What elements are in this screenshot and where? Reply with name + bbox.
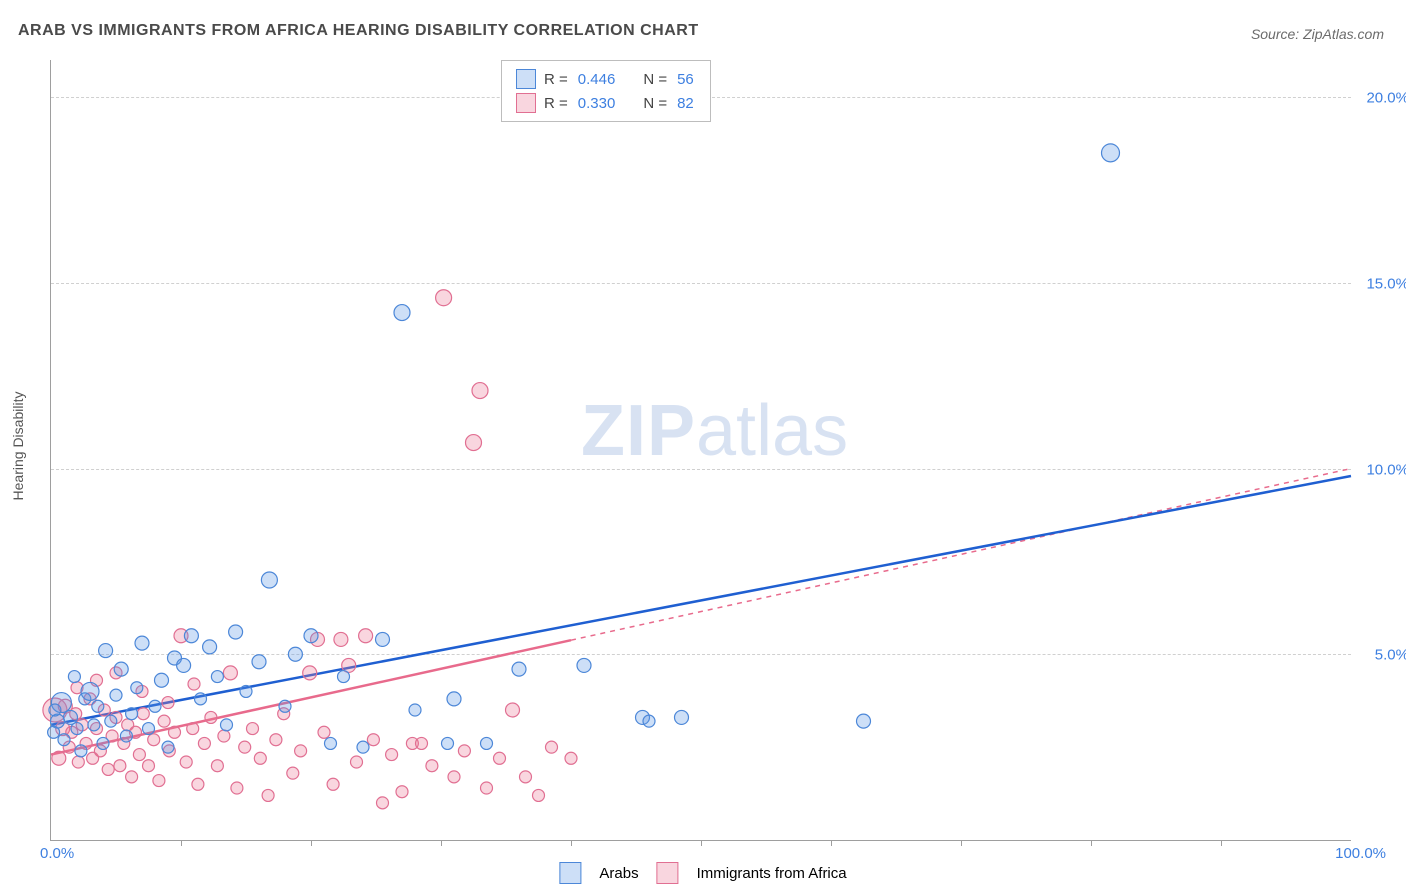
bottom-label-africa: Immigrants from Africa	[697, 865, 847, 882]
bottom-swatch-africa	[657, 862, 679, 884]
legend-r-label-arabs: R =	[544, 71, 568, 88]
legend-swatch-africa	[516, 93, 536, 113]
legend-swatch-arabs	[516, 69, 536, 89]
legend-r-label-africa: R =	[544, 95, 568, 112]
y-axis-label: Hearing Disability	[10, 392, 26, 501]
bottom-label-arabs: Arabs	[599, 865, 638, 882]
legend-n-label-africa: N =	[643, 95, 667, 112]
legend-row-arabs: R = 0.446 N = 56	[516, 67, 696, 91]
source-label: Source: ZipAtlas.com	[1251, 26, 1384, 42]
scatter-points	[51, 60, 1351, 840]
legend-n-value-arabs: 56	[677, 71, 694, 88]
legend-row-africa: R = 0.330 N = 82	[516, 91, 696, 115]
bottom-swatch-arabs	[559, 862, 581, 884]
x-origin-label: 0.0%	[40, 845, 74, 862]
chart-title: ARAB VS IMMIGRANTS FROM AFRICA HEARING D…	[18, 22, 699, 40]
correlation-legend: R = 0.446 N = 56 R = 0.330 N = 82	[501, 60, 711, 122]
legend-n-value-africa: 82	[677, 95, 694, 112]
legend-n-label-arabs: N =	[643, 71, 667, 88]
x-max-label: 100.0%	[1335, 845, 1386, 862]
chart-plot-area: ZIPatlas 5.0%10.0%15.0%20.0% R = 0.446 N…	[50, 60, 1351, 841]
legend-r-value-arabs: 0.446	[578, 71, 616, 88]
series-legend: Arabs Immigrants from Africa	[559, 862, 846, 884]
legend-r-value-africa: 0.330	[578, 95, 616, 112]
